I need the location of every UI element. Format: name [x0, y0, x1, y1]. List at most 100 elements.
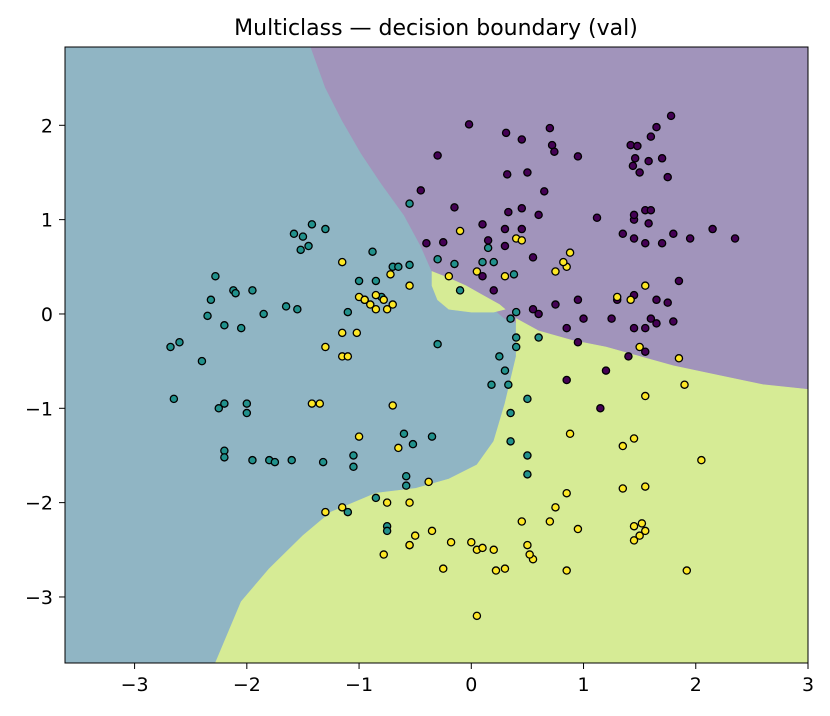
point-class-0 — [528, 304, 538, 314]
point-class-1 — [287, 455, 296, 465]
point-class-0 — [517, 135, 527, 144]
point-class-2 — [444, 271, 454, 281]
point-class-0 — [607, 314, 616, 323]
point-class-1 — [371, 493, 381, 503]
point-class-0 — [652, 295, 661, 305]
point-class-2 — [386, 270, 395, 279]
point-class-0 — [422, 238, 431, 248]
point-class-0 — [624, 352, 633, 361]
point-class-2 — [321, 507, 330, 517]
point-class-2 — [517, 236, 527, 245]
point-class-0 — [644, 219, 653, 228]
point-class-1 — [399, 429, 409, 439]
x-tick-label: 0 — [465, 674, 477, 696]
point-class-1 — [506, 437, 515, 446]
point-class-2 — [629, 434, 639, 443]
point-class-2 — [680, 380, 689, 389]
point-class-1 — [304, 241, 313, 251]
point-class-2 — [405, 498, 414, 507]
point-class-0 — [657, 154, 667, 163]
region-class-2 — [215, 318, 808, 663]
point-class-0 — [601, 366, 611, 375]
point-class-2 — [478, 543, 487, 553]
point-class-2 — [379, 295, 388, 305]
point-class-1 — [293, 304, 302, 314]
point-class-2 — [612, 292, 622, 302]
point-class-1 — [206, 295, 216, 305]
point-class-2 — [618, 484, 628, 493]
point-class-1 — [289, 229, 299, 239]
point-class-1 — [211, 271, 220, 281]
region-class-2 — [431, 271, 506, 313]
point-class-1 — [354, 276, 364, 286]
point-class-0 — [562, 323, 571, 333]
point-class-1 — [296, 245, 305, 255]
point-class-0 — [545, 123, 555, 133]
point-class-2 — [565, 429, 575, 439]
point-class-0 — [641, 238, 650, 248]
point-class-0 — [502, 170, 512, 179]
point-class-0 — [450, 203, 459, 212]
point-class-2 — [337, 503, 347, 512]
point-class-2 — [626, 295, 635, 305]
point-class-0 — [500, 241, 510, 251]
point-class-1 — [405, 199, 414, 208]
point-class-1 — [455, 286, 465, 295]
point-class-1 — [220, 321, 229, 330]
point-class-2 — [366, 300, 375, 309]
point-class-2 — [352, 328, 362, 338]
point-class-0 — [500, 224, 510, 234]
point-class-0 — [626, 140, 635, 150]
point-class-0 — [596, 404, 605, 413]
point-class-2 — [523, 540, 532, 550]
point-class-1 — [523, 451, 532, 460]
point-class-2 — [629, 536, 639, 545]
point-class-0 — [573, 152, 583, 161]
y-tick-label: 1 — [41, 210, 53, 232]
point-class-2 — [635, 342, 644, 352]
point-class-2 — [682, 566, 692, 575]
point-class-2 — [321, 342, 330, 352]
point-class-1 — [298, 232, 308, 241]
point-class-2 — [637, 519, 647, 528]
point-class-2 — [525, 550, 534, 559]
point-class-2 — [354, 432, 364, 441]
point-class-1 — [259, 309, 268, 319]
point-class-1 — [511, 342, 521, 352]
point-class-0 — [550, 147, 559, 156]
point-class-1 — [483, 243, 493, 253]
point-class-0 — [618, 229, 628, 239]
point-class-1 — [318, 457, 328, 467]
point-class-0 — [641, 323, 650, 333]
point-class-2 — [405, 281, 414, 290]
point-class-0 — [573, 338, 583, 347]
x-tick-label: 1 — [577, 674, 589, 696]
point-class-0 — [652, 319, 661, 328]
point-class-2 — [629, 521, 639, 531]
point-class-0 — [646, 132, 656, 141]
point-class-0 — [652, 122, 661, 132]
point-class-1 — [489, 257, 498, 267]
point-class-1 — [500, 366, 510, 375]
point-class-1 — [349, 462, 358, 472]
point-class-1 — [433, 339, 442, 349]
point-class-1 — [270, 457, 280, 467]
point-class-1 — [343, 507, 353, 517]
point-class-0 — [657, 238, 667, 248]
point-class-0 — [528, 253, 538, 262]
point-class-0 — [633, 141, 642, 151]
point-class-2 — [641, 526, 650, 536]
point-class-0 — [629, 210, 639, 220]
y-tick-label: 2 — [41, 115, 53, 137]
point-class-2 — [562, 566, 571, 575]
point-class-2 — [697, 455, 706, 465]
point-class-2 — [307, 399, 317, 408]
point-class-1 — [169, 394, 179, 404]
y-tick-label: −2 — [25, 493, 53, 515]
point-class-0 — [534, 309, 543, 319]
point-class-1 — [371, 276, 381, 286]
point-class-0 — [517, 204, 527, 213]
point-class-2 — [565, 248, 575, 257]
point-class-1 — [166, 342, 175, 352]
